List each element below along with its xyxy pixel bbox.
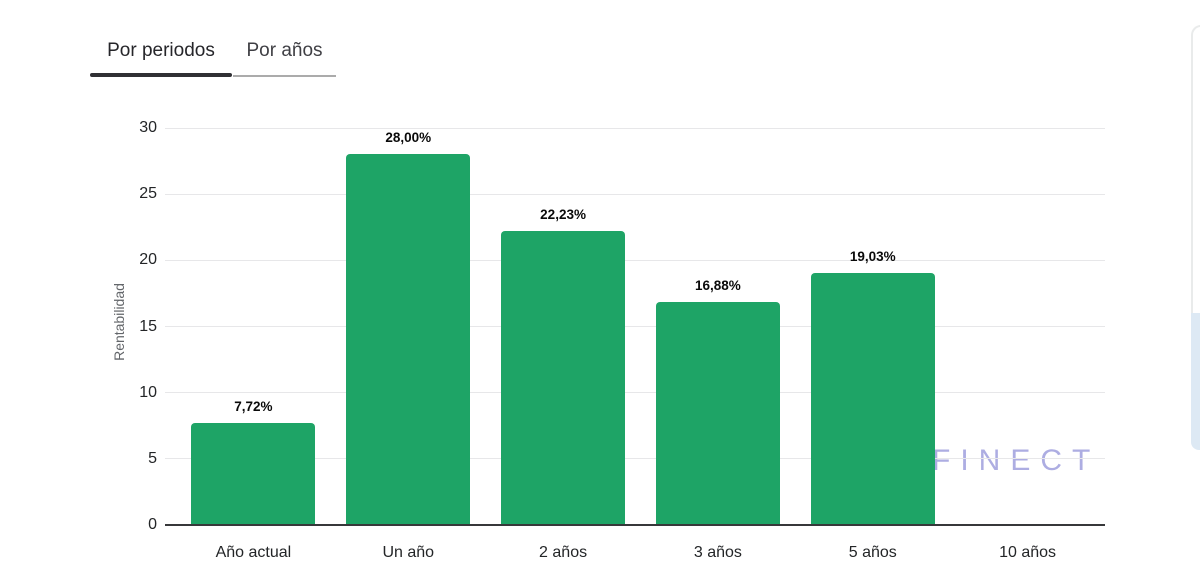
grid-line bbox=[165, 127, 1105, 129]
tab-por-anos[interactable]: Por años bbox=[233, 38, 336, 80]
offscreen-panel-border bbox=[1191, 25, 1200, 317]
grid-line bbox=[165, 326, 1105, 327]
x-category-label: Un año bbox=[382, 544, 435, 561]
bar-value-label: 7,72% bbox=[234, 398, 273, 414]
bar-un-año[interactable] bbox=[346, 154, 471, 525]
y-tick-label: 30 bbox=[139, 119, 157, 136]
x-category-label: 2 años bbox=[539, 544, 588, 561]
bar-5-años[interactable] bbox=[810, 273, 935, 525]
grid-line bbox=[165, 392, 1105, 394]
tab-label: Por años bbox=[246, 40, 323, 61]
bar-2-años[interactable] bbox=[501, 230, 626, 525]
y-tick-label: 25 bbox=[139, 185, 157, 203]
grid-line bbox=[165, 458, 1105, 460]
grid-line bbox=[165, 193, 1105, 195]
inactive-tab-underline bbox=[233, 75, 336, 77]
bar-value-label: 16,88% bbox=[695, 277, 741, 293]
active-tab-underline bbox=[90, 73, 232, 77]
x-category-label: Año actual bbox=[215, 544, 292, 561]
bar-año-actual[interactable] bbox=[191, 422, 316, 525]
y-tick-label: 20 bbox=[139, 251, 157, 269]
y-tick-label: 10 bbox=[139, 383, 157, 401]
y-tick-label: 15 bbox=[139, 317, 157, 335]
bar-3-años[interactable] bbox=[655, 301, 780, 525]
tab-label: Por periodos bbox=[107, 40, 215, 61]
scrollbar-thumb[interactable] bbox=[1191, 313, 1200, 450]
grid-line bbox=[165, 259, 1105, 261]
bar-value-label: 28,00% bbox=[385, 130, 432, 146]
tab-por-periodos[interactable]: Por periodos bbox=[90, 38, 232, 80]
bar-value-label: 22,23% bbox=[540, 206, 586, 222]
bar-value-label: 19,03% bbox=[849, 249, 896, 265]
finect-watermark: FINECT bbox=[932, 444, 1101, 477]
y-tick-label: 0 bbox=[148, 516, 157, 533]
x-axis-line bbox=[165, 524, 1105, 526]
x-category-label: 5 años bbox=[848, 544, 897, 561]
y-tick-label: 5 bbox=[148, 449, 157, 467]
x-category-label: 3 años bbox=[693, 544, 742, 561]
x-category-label: 10 años bbox=[999, 544, 1057, 561]
